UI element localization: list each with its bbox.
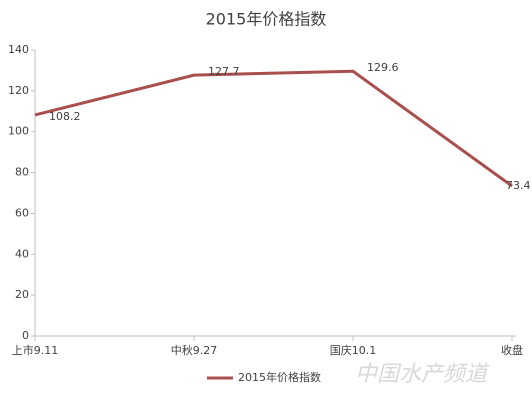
x-tick-label: 国庆10.1 [330,343,377,357]
watermark: 中国水产频道 [355,362,490,387]
data-label: 127.7 [208,65,240,78]
y-tick-label: 40 [15,247,29,260]
x-tick-label: 中秋9.27 [171,343,218,357]
y-tick-label: 120 [8,84,29,97]
data-label: 108.2 [49,110,81,123]
x-tick-label: 收盘 [501,343,523,357]
chart-title: 2015年价格指数 [206,10,327,29]
y-tick-label: 60 [15,206,29,219]
y-tick-label: 20 [15,288,29,301]
y-tick-label: 0 [22,329,29,342]
data-label: 73.4 [506,179,531,192]
line-series [34,69,513,188]
y-tick-label: 100 [8,125,29,138]
x-tick-label: 上市9.11 [12,343,59,357]
y-tick-label: 80 [15,166,29,179]
legend-label: 2015年价格指数 [238,370,321,384]
data-label: 129.6 [367,61,399,74]
y-tick-label: 140 [8,43,29,56]
